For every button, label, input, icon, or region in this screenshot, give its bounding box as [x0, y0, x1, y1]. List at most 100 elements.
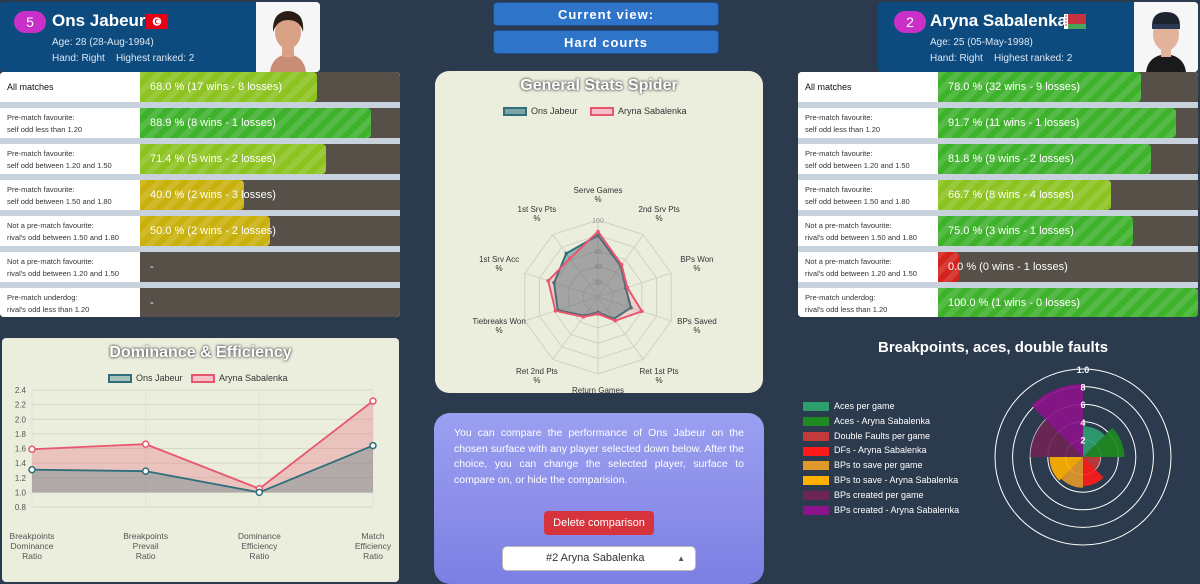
stats-bar-track: -	[140, 252, 400, 282]
polar-legend-item[interactable]: Aces per game	[803, 401, 895, 412]
comparison-info-panel: You can compare the performance of Ons J…	[434, 413, 764, 584]
polar-legend-item[interactable]: Double Faults per game	[803, 431, 930, 441]
line-xtick-label: Breakpoints Dominance Ratio	[10, 531, 55, 561]
polar-chart-title: Breakpoints, aces, double faults	[878, 339, 1109, 356]
player1-rank-badge: 5	[14, 11, 46, 33]
radar-axis-label: 1st Srv Acc%	[479, 255, 519, 273]
stats-row-label: Not a pre-match favourite: rival's odd be…	[0, 252, 140, 282]
legend-swatch	[803, 416, 829, 426]
stats-bar-text: 78.0 % (32 wins - 9 losses)	[948, 81, 1081, 93]
radar-spoke	[597, 296, 644, 360]
line-area-2	[32, 400, 373, 493]
stats-bar-fill	[140, 144, 326, 174]
radar-spoke	[524, 272, 599, 298]
radar-axis-label: BPs Won%	[680, 255, 713, 273]
stats-row-label: Pre-match underdog: rival's odd less than…	[798, 288, 938, 317]
line-point	[255, 488, 264, 497]
stats-row-label: Pre-match favourite: self odd between 1.5…	[0, 180, 140, 210]
radar-axis-label: Tiebreaks Won%	[472, 317, 525, 335]
stats-bar-track: 81.8 % (9 wins - 2 losses)	[938, 144, 1198, 174]
stats-bar-track: 66.7 % (8 wins - 4 losses)	[938, 180, 1198, 210]
radar-spoke	[552, 296, 599, 360]
stats-bar-fill	[938, 144, 1151, 174]
polar-tick-label: 6	[1080, 400, 1085, 410]
radar-point	[546, 279, 551, 283]
polar-slice	[1031, 383, 1083, 457]
stats-row: Not a pre-match favourite: rival's odd be…	[0, 216, 400, 246]
surface-button[interactable]: Hard courts	[493, 30, 719, 54]
stats-bar-track: 40.0 % (2 wins - 3 losses)	[140, 180, 400, 210]
stats-row-label: All matches	[798, 72, 938, 102]
stats-bar-fill	[140, 108, 372, 138]
polar-legend-item[interactable]: BPs created - Aryna Sabalenka	[803, 505, 959, 515]
polar-legend-item[interactable]: DFs - Aryna Sabalenka	[803, 445, 927, 456]
player1-name[interactable]: Ons Jabeur	[52, 11, 146, 30]
stats-bar-fill	[938, 252, 959, 282]
stats-bar-track: 50.0 % (2 wins - 2 losses)	[140, 216, 400, 246]
radar-point	[568, 256, 572, 261]
stats-row-label: Pre-match favourite: self odd between 1.2…	[798, 144, 938, 174]
line-point	[28, 465, 36, 474]
stats-bar-text: 71.4 % (5 wins - 2 losses)	[150, 153, 276, 165]
radar-axis-label: 2nd Srv Pts%	[638, 205, 679, 223]
stats-row-label: Pre-match favourite: self odd between 1.2…	[0, 144, 140, 174]
radar-tick-label: 100	[592, 218, 604, 225]
line-point	[141, 467, 150, 475]
line-xtick-label: Match Efficiency Ratio	[355, 531, 392, 561]
player2-card: 2 Aryna Sabalenka Age: 25 (05-May-1998) …	[878, 2, 1198, 72]
line-point	[141, 440, 150, 448]
line-point	[369, 441, 377, 450]
delete-comparison-button[interactable]: Delete comparison	[544, 511, 654, 535]
stats-bar-track: 0.0 % (0 wins - 1 losses)	[938, 252, 1198, 282]
stats-bar-text: 88.9 % (8 wins - 1 losses)	[150, 117, 276, 129]
stats-row-label: Not a pre-match favourite: rival's odd be…	[798, 252, 938, 282]
polar-legend-item[interactable]: Aces - Aryna Sabalenka	[803, 416, 930, 426]
line-ytick-label: 2.2	[15, 401, 27, 410]
legend-swatch	[803, 461, 829, 471]
stats-row: All matches 78.0 % (32 wins - 9 losses)	[798, 72, 1198, 102]
stats-row: Not a pre-match favourite: rival's odd be…	[798, 252, 1198, 282]
player2-rank-badge: 2	[894, 11, 926, 33]
polar-legend-item[interactable]: BPs to save - Aryna Sabalenka	[803, 475, 958, 486]
spider-chart: 20406080100Serve Games%2nd Srv Pts%BPs W…	[472, 186, 716, 393]
legend-swatch	[803, 505, 829, 515]
radar-point	[596, 312, 600, 316]
line-xtick-label: Dominance Efficiency Ratio	[238, 531, 281, 561]
dominance-legend-p2[interactable]: Aryna Sabalenka	[191, 373, 288, 384]
line-point	[28, 445, 36, 453]
polar-slice	[1030, 419, 1083, 457]
radar-spoke	[597, 272, 672, 298]
current-view-label: Current view:	[493, 2, 719, 26]
radar-axis-label: 1st Srv Pts%	[518, 205, 557, 223]
polar-slice	[1083, 426, 1105, 457]
radar-tick-label: 20	[594, 280, 602, 287]
stats-bar-fill	[140, 72, 317, 102]
polar-legend-item[interactable]: BPs to save per game	[803, 460, 923, 471]
dominance-legend-p1[interactable]: Ons Jabeur	[108, 373, 183, 384]
stats-row: Pre-match favourite: self odd between 1.2…	[798, 144, 1198, 174]
polar-legend-item[interactable]: BPs created per game	[803, 490, 924, 500]
comparison-player-select[interactable]: #2 Aryna Sabalenka ▲	[502, 546, 696, 571]
stats-row-label: Pre-match favourite: self odd less than 1…	[798, 108, 938, 138]
stats-bar-text: 0.0 % (0 wins - 1 losses)	[948, 261, 1068, 273]
radar-point	[629, 305, 633, 310]
line-ytick-label: 1.8	[15, 430, 27, 439]
line-ytick-label: 1.4	[15, 459, 27, 468]
spider-legend-p1[interactable]: Ons Jabeur	[503, 106, 578, 117]
stats-row: Not a pre-match favourite: rival's odd be…	[0, 252, 400, 282]
player2-name[interactable]: Aryna Sabalenka	[930, 11, 1068, 30]
polar-tick-label: 4	[1080, 418, 1085, 428]
legend-swatch	[803, 402, 829, 412]
radar-axis-label: Ret 1st Pts%	[640, 367, 679, 385]
polar-slice	[1049, 457, 1083, 481]
radar-axis-label: Serve Games%	[574, 186, 623, 204]
radar-point	[581, 315, 586, 319]
stats-bar-track: 88.9 % (8 wins - 1 losses)	[140, 108, 400, 138]
spider-legend-p2[interactable]: Aryna Sabalenka	[590, 106, 687, 117]
stats-bar-text: 100.0 % (1 wins - 0 losses)	[948, 297, 1081, 309]
radar-tick-label: 40	[594, 264, 602, 271]
radar-point	[613, 318, 617, 323]
line-ytick-label: 1.0	[15, 488, 27, 497]
radar-point	[552, 280, 556, 285]
stats-bar-fill	[140, 180, 244, 210]
